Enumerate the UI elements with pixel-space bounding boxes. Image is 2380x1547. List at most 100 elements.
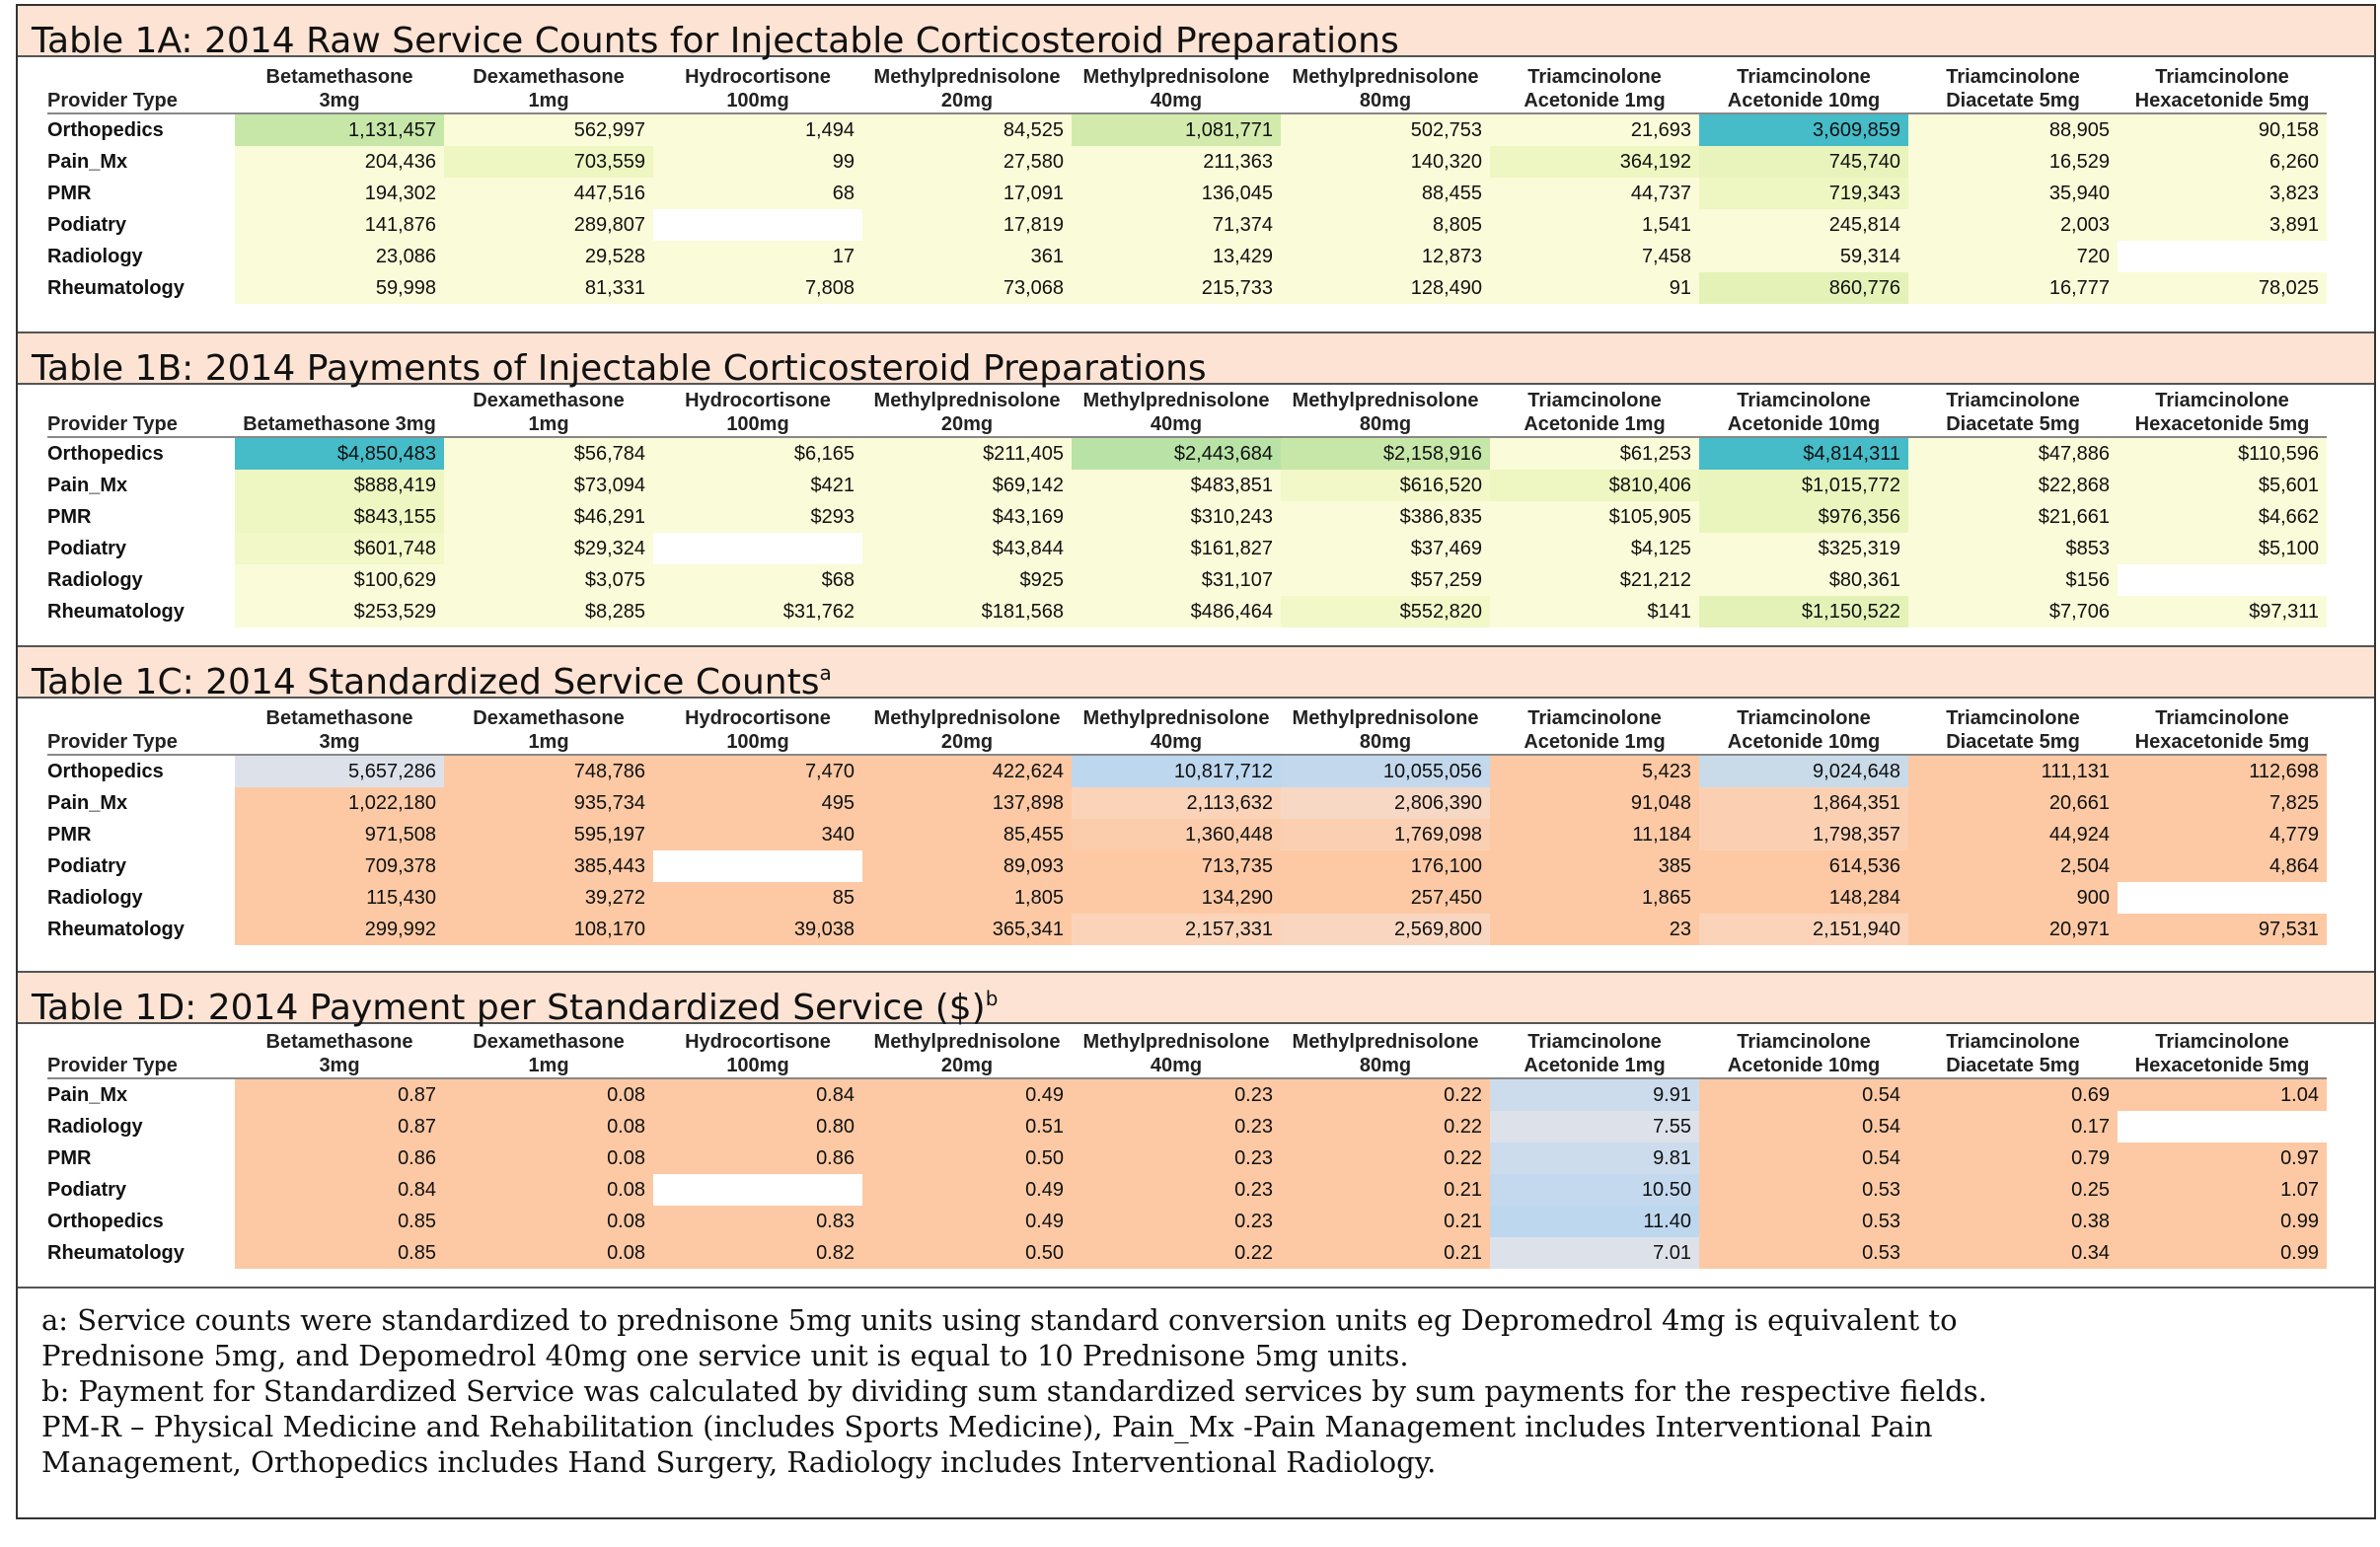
table-cell: 3,891 [2118,209,2327,241]
table-cell: 0.85 [235,1237,444,1269]
footnote-line: b: Payment for Standardized Service was … [41,1374,1987,1408]
column-header-line: Triamcinolone [1527,390,1662,411]
header-row: Provider Type Betamethasone 3mg Dexamethas… [47,389,2327,437]
table-cell: 0.08 [444,1142,653,1174]
table-row: Rheumatology 299,992 108,170 39,038 365,341 2… [47,914,2327,945]
table-cell: 81,331 [444,272,653,304]
table-cell: 0.80 [653,1111,862,1142]
table-1d-section: Table 1D: 2014 Payment per Standardized … [18,973,2374,1289]
table-cell: 5,657,286 [235,755,444,787]
table-cell: $29,324 [444,533,653,564]
column-header-line: 3mg [319,1055,360,1076]
column-header-line: 1mg [528,90,569,111]
table-cell: 3,823 [2118,178,2327,209]
table-cell: 16,529 [1908,146,2118,178]
table-cell: 2,003 [1908,209,2118,241]
table-row: Orthopedics 0.85 0.08 0.83 0.49 0.23 0.21 11.40… [47,1206,2327,1237]
column-header-line: 3mg [319,90,360,111]
table-1d-title: Table 1D: 2014 Payment per Standardized … [18,973,2374,1028]
table-cell: 0.23 [1072,1174,1281,1206]
table-cell: 7,458 [1490,241,1699,272]
column-header-line: Methylprednisolone [873,707,1061,729]
column-header-line: Methylprednisolone [873,1031,1061,1053]
table-cell: $100,629 [235,564,444,596]
table-cell: 90,158 [2118,113,2327,146]
table-cell: $2,443,684 [1072,437,1281,470]
table-cell: $552,820 [1281,596,1490,627]
column-header: Triamcinolone Diacetate 5mg [1908,65,2118,113]
column-header: Triamcinolone Hexacetonide 5mg [2118,389,2327,437]
column-header-line: Methylprednisolone [873,66,1061,88]
table-row: Radiology 115,430 39,272 85 1,805 134,290 257,… [47,882,2327,914]
column-header-line: Diacetate 5mg [1946,731,2080,753]
column-header: Betamethasone 3mg [235,1030,444,1078]
table-cell: 0.83 [653,1206,862,1237]
table-cell: 27,580 [862,146,1072,178]
row-label: Rheumatology [47,1242,185,1264]
table-cell: 0.25 [1908,1174,2118,1206]
table-cell: 1,865 [1490,882,1699,914]
table-row: Podiatry 709,378 385,443 89,093 713,735 176,1… [47,850,2327,882]
table-row: Pain_Mx $888,419 $73,094 $421 $69,142 $483,85… [47,470,2327,501]
table-cell: 0.79 [1908,1142,2118,1174]
table-cell: 17 [653,241,862,272]
table-cell: 422,624 [862,755,1072,787]
column-header-line: Methylprednisolone [1292,707,1479,729]
table-cell: 385 [1490,850,1699,882]
table-cell: 20,661 [1908,787,2118,819]
table-cell: 1.07 [2118,1174,2327,1206]
table-cell: 495 [653,787,862,819]
column-header-line: Triamcinolone [2155,707,2289,729]
footnote-line: a: Service counts were standardized to p… [41,1303,1958,1337]
table-cell: 0.54 [1699,1111,1908,1142]
table-cell: $156 [1908,564,2118,596]
table-cell [653,209,862,241]
table-cell: 364,192 [1490,146,1699,178]
table-cell: $3,075 [444,564,653,596]
table-cell: 0.53 [1699,1174,1908,1206]
table-cell: $161,827 [1072,533,1281,564]
table-cell: 365,341 [862,914,1072,945]
table-cell: 91,048 [1490,787,1699,819]
column-header: Methylprednisolone 80mg [1281,389,1490,437]
row-label: Radiology [47,246,143,267]
table-cell: $73,094 [444,470,653,501]
column-header-line: Acetonide 1mg [1524,1055,1666,1076]
table-cell: $46,291 [444,501,653,533]
table-cell: $486,464 [1072,596,1281,627]
table-cell: 89,093 [862,850,1072,882]
table-cell: $57,259 [1281,564,1490,596]
row-label: Podiatry [47,855,127,877]
column-header-line: 100mg [726,1055,789,1076]
table-cell: 2,504 [1908,850,2118,882]
column-header-line: Dexamethasone [473,390,625,411]
column-header-line: Triamcinolone [1527,707,1662,729]
column-header-provider-type: Provider Type [47,413,178,435]
table-cell: $421 [653,470,862,501]
table-cell: 9,024,648 [1699,755,1908,787]
table-row: Podiatry $601,748 $29,324 $43,844 $161,827 $3… [47,533,2327,564]
row-label: Pain_Mx [47,1084,128,1106]
row-label: Podiatry [47,538,127,559]
column-header-line: 40mg [1150,731,1203,753]
table-cell: 44,737 [1490,178,1699,209]
table-cell: 0.69 [1908,1078,2118,1111]
column-header-line: Betamethasone [265,1031,413,1053]
table-cell: 1,494 [653,113,862,146]
table-1c-body: Provider Type Betamethasone 3mg Dexamethaso… [18,699,2374,973]
column-header: Dexamethasone 1mg [444,706,653,755]
table-cell: 59,998 [235,272,444,304]
row-label: Pain_Mx [47,792,128,814]
table-cell: $483,851 [1072,470,1281,501]
column-header-line: 80mg [1359,731,1412,753]
row-label: Rheumatology [47,919,185,940]
table-cell: 7.55 [1490,1111,1699,1142]
table-cell: $21,212 [1490,564,1699,596]
table-cell: 340 [653,819,862,850]
column-header: Dexamethasone 1mg [444,1030,653,1078]
table-cell: 0.84 [653,1078,862,1111]
column-header: Triamcinolone Acetonide 10mg [1699,389,1908,437]
row-label: PMR [47,506,92,528]
table-cell: 84,525 [862,113,1072,146]
table-cell: 17,091 [862,178,1072,209]
